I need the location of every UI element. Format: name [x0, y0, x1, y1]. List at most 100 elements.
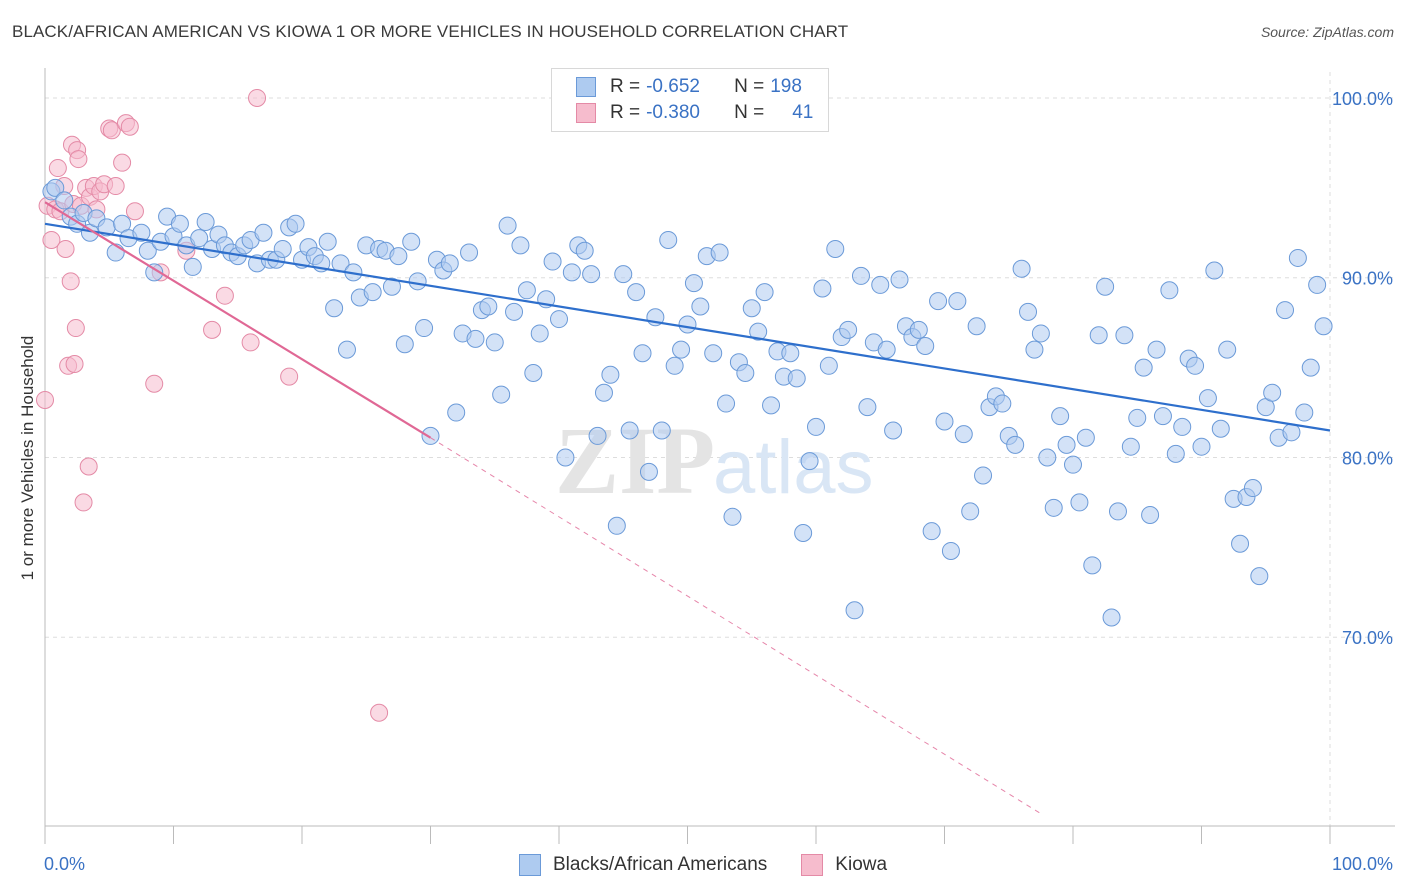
blacks-point: [492, 385, 511, 404]
blacks-point: [909, 320, 928, 339]
blacks-point: [1231, 534, 1250, 553]
legend-item-blacks[interactable]: Blacks/African Americans: [518, 852, 767, 878]
blacks-point: [877, 340, 896, 359]
blacks-point: [993, 394, 1012, 413]
blacks-point: [588, 426, 607, 445]
blacks-point: [749, 322, 768, 341]
blacks-point: [794, 523, 813, 542]
blacks-point: [254, 223, 273, 242]
blacks-point: [1166, 444, 1185, 463]
r-value: -0.380: [646, 102, 700, 123]
blacks-point: [421, 426, 440, 445]
blacks-point: [138, 241, 157, 260]
blacks-point: [813, 279, 832, 298]
watermark-atlas: atlas: [713, 425, 874, 510]
blacks-point: [408, 272, 427, 291]
kiowa-point: [203, 320, 222, 339]
blacks-point: [415, 319, 434, 338]
blacks-point: [46, 178, 65, 197]
blacks-point: [1134, 358, 1153, 377]
kiowa-point: [370, 703, 389, 722]
kiowa-point: [74, 493, 93, 512]
blacks-point: [890, 270, 909, 289]
r-label: R =: [610, 102, 641, 123]
chart-title: BLACK/AFRICAN AMERICAN VS KIOWA 1 OR MOR…: [12, 22, 849, 41]
kiowa-point: [42, 230, 61, 249]
blacks-point: [1083, 556, 1102, 575]
blacks-point: [974, 466, 993, 485]
y-tick-label: 90.0%: [1342, 269, 1393, 289]
blacks-point: [665, 356, 684, 375]
blacks-point: [755, 283, 774, 302]
tick-labels: 100.0% 90.0% 80.0% 70.0% 0.0% 100.0%: [44, 89, 1393, 874]
blacks-point: [1243, 479, 1262, 498]
blacks-point: [723, 507, 742, 526]
blacks-point: [517, 281, 536, 300]
watermark-zip: ZIP: [555, 407, 715, 514]
blacks-point: [318, 232, 337, 251]
blacks-point: [1288, 248, 1307, 267]
n-value: 198: [770, 76, 802, 97]
blacks-point: [562, 263, 581, 282]
blacks-point: [1102, 608, 1121, 627]
blacks-point: [941, 541, 960, 560]
y-tick-label: 100.0%: [1332, 89, 1393, 109]
blue-swatch: [518, 854, 541, 876]
blacks-point: [511, 236, 530, 255]
blacks-point: [620, 421, 639, 440]
blacks-point: [851, 266, 870, 285]
blacks-point: [652, 421, 671, 440]
blacks-point: [1198, 389, 1217, 408]
blacks-point: [633, 344, 652, 363]
kiowa-point: [65, 355, 84, 374]
stats-legend: R = -0.652 N = 198 R = -0.380 N = 41: [551, 68, 829, 132]
r-label: R =: [610, 76, 641, 97]
blacks-point: [717, 394, 736, 413]
kiowa-point: [120, 117, 139, 136]
blacks-point: [440, 254, 459, 273]
blacks-point: [684, 274, 703, 293]
blacks-point: [607, 516, 626, 535]
blacks-point: [710, 243, 729, 262]
blacks-point: [954, 425, 973, 444]
blacks-point: [325, 299, 344, 318]
legend-label: Kiowa: [835, 854, 888, 875]
blacks-point: [826, 239, 845, 258]
blacks-point: [845, 601, 864, 620]
blue-swatch: [576, 77, 596, 97]
kiowa-point: [48, 159, 67, 178]
blacks-point: [273, 239, 292, 258]
blacks-point: [196, 212, 215, 231]
blacks-point: [736, 363, 755, 382]
blacks-point: [929, 292, 948, 311]
blacks-point: [132, 223, 151, 242]
r-value: -0.652: [646, 76, 700, 97]
blacks-point: [1012, 259, 1031, 278]
blacks-point: [787, 369, 806, 388]
legend-item-kiowa[interactable]: Kiowa: [801, 852, 887, 878]
blacks-point: [1276, 301, 1295, 320]
blacks-point: [871, 275, 890, 294]
blacks-point: [447, 403, 466, 422]
blacks-point: [601, 365, 620, 384]
kiowa-trend-line: [44, 201, 432, 439]
blacks-point: [807, 417, 825, 436]
blacks-point: [543, 252, 562, 271]
blacks-point: [1314, 317, 1333, 336]
kiowa-point: [36, 390, 54, 409]
blacks-point: [530, 324, 549, 343]
blacks-point: [170, 214, 189, 233]
blacks-point: [935, 412, 954, 431]
blacks-point: [742, 299, 761, 318]
blacks-point: [286, 214, 305, 233]
kiowa-point: [56, 239, 75, 258]
blacks-point: [1263, 383, 1282, 402]
pink-swatch: [576, 103, 596, 123]
y-axis-label: 1 or more Vehicles in Household: [18, 335, 37, 581]
blacks-point: [639, 462, 658, 481]
blacks-point: [145, 263, 164, 282]
blacks-point: [382, 277, 401, 296]
blacks-point: [1218, 340, 1237, 359]
blacks-point: [819, 356, 838, 375]
